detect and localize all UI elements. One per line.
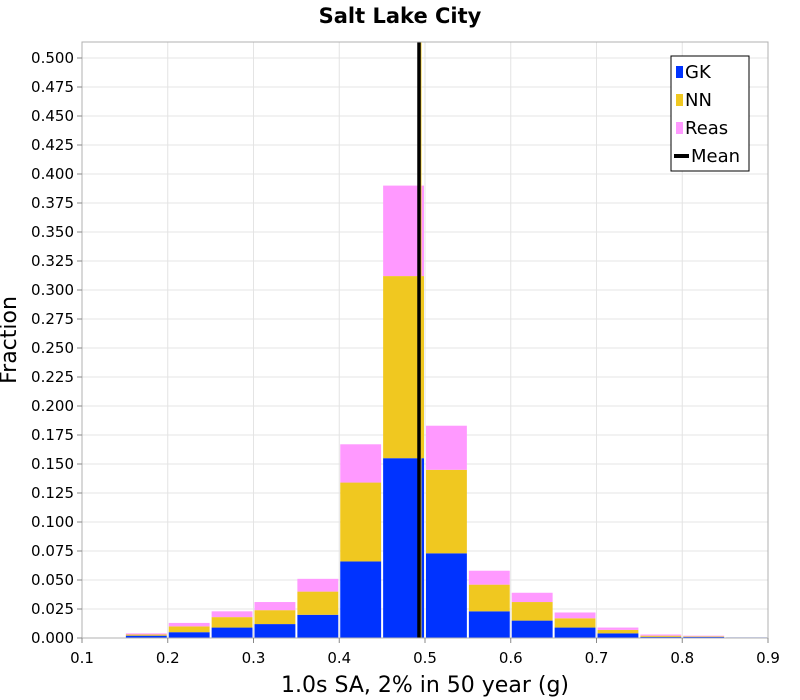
legend-label-reas: Reas xyxy=(685,118,728,139)
bar-reas-12 xyxy=(640,634,682,636)
bar-reas-4 xyxy=(297,578,339,592)
bar-gk-5 xyxy=(340,561,382,638)
bar-reas-9 xyxy=(511,592,553,603)
bar-gk-3 xyxy=(254,624,296,638)
y-tick-label: 0.350 xyxy=(31,223,74,241)
bar-gk-11 xyxy=(597,633,639,638)
y-tick-label: 0.050 xyxy=(31,571,74,589)
grid-lines xyxy=(81,42,769,639)
x-tick-label: 0.7 xyxy=(585,649,609,667)
plot-area xyxy=(81,41,769,639)
bar-nn-13 xyxy=(683,636,725,637)
y-axis-ticks: 0.000 0.025 0.050 0.075 0.100 0.125 0.150 0.175… xyxy=(31,49,82,647)
legend-swatch-gk xyxy=(676,66,683,78)
y-tick-label: 0.425 xyxy=(31,136,74,154)
legend: GK NN Reas Mean xyxy=(670,55,750,172)
y-axis-title: Fraction xyxy=(0,296,22,384)
x-axis-ticks: 0.1 0.2 0.3 0.4 0.5 0.6 0.7 0.8 0.9 xyxy=(70,638,780,667)
bar-gk-4 xyxy=(297,614,339,638)
bar-gk-10 xyxy=(554,627,596,638)
x-tick-label: 0.5 xyxy=(413,649,437,667)
bar-reas-7 xyxy=(426,425,467,470)
y-tick-label: 0.300 xyxy=(31,281,74,299)
bar-gk-12 xyxy=(640,636,682,638)
bar-nn-0 xyxy=(125,634,167,636)
y-tick-label: 0.025 xyxy=(31,600,74,618)
y-tick-label: 0.375 xyxy=(31,194,74,212)
bar-nn-6 xyxy=(383,276,424,459)
bar-reas-11 xyxy=(597,627,639,630)
y-tick-label: 0.450 xyxy=(31,107,74,125)
bar-nn-10 xyxy=(554,618,596,628)
bar-nn-3 xyxy=(254,610,296,625)
x-tick-label: 0.8 xyxy=(670,649,694,667)
bar-nn-12 xyxy=(640,635,682,637)
y-tick-label: 0.400 xyxy=(31,165,74,183)
legend-swatch-reas xyxy=(676,122,683,134)
bar-gk-0 xyxy=(125,635,167,638)
bar-reas-10 xyxy=(554,612,596,619)
bar-gk-2 xyxy=(211,627,253,638)
legend-label-gk: GK xyxy=(685,62,712,83)
chart-title: Salt Lake City xyxy=(319,4,482,28)
bars xyxy=(125,185,767,638)
y-tick-label: 0.000 xyxy=(31,629,74,647)
y-tick-label: 0.150 xyxy=(31,455,74,473)
bar-reas-2 xyxy=(211,611,253,618)
y-tick-label: 0.500 xyxy=(31,49,74,67)
bar-nn-8 xyxy=(468,584,510,612)
x-tick-label: 0.6 xyxy=(499,649,523,667)
bar-gk-13 xyxy=(683,636,725,638)
legend-label-mean: Mean xyxy=(691,146,740,167)
legend-box xyxy=(670,55,750,172)
y-tick-label: 0.175 xyxy=(31,426,74,444)
x-tick-label: 0.3 xyxy=(242,649,266,667)
y-tick-label: 0.075 xyxy=(31,542,74,560)
legend-label-nn: NN xyxy=(685,90,712,111)
bar-reas-8 xyxy=(468,570,510,585)
bar-nn-5 xyxy=(340,482,382,562)
bar-nn-4 xyxy=(297,591,339,615)
x-tick-label: 0.1 xyxy=(70,649,94,667)
mean-line-group xyxy=(417,42,422,638)
y-tick-label: 0.100 xyxy=(31,513,74,531)
y-tick-label: 0.475 xyxy=(31,78,74,96)
bar-gk-6 xyxy=(383,458,424,638)
bar-reas-5 xyxy=(340,444,382,483)
bar-reas-1 xyxy=(168,622,210,627)
bar-nn-2 xyxy=(211,617,253,628)
y-tick-label: 0.250 xyxy=(31,339,74,357)
bar-nn-9 xyxy=(511,602,553,621)
x-tick-label: 0.4 xyxy=(327,649,351,667)
bar-gk-9 xyxy=(511,620,553,638)
bar-gk-8 xyxy=(468,611,510,638)
bar-nn-11 xyxy=(597,629,639,634)
x-axis-title: 1.0s SA, 2% in 50 year (g) xyxy=(281,673,569,698)
y-tick-label: 0.225 xyxy=(31,368,74,386)
bar-reas-6 xyxy=(383,185,424,277)
bar-reas-3 xyxy=(254,602,296,611)
bar-reas-13 xyxy=(683,635,725,637)
bar-gk-7 xyxy=(426,553,467,638)
y-tick-label: 0.125 xyxy=(31,484,74,502)
y-tick-label: 0.275 xyxy=(31,310,74,328)
x-tick-label: 0.2 xyxy=(156,649,180,667)
x-tick-label: 0.9 xyxy=(756,649,780,667)
bar-gk-1 xyxy=(168,632,210,638)
y-tick-label: 0.325 xyxy=(31,252,74,270)
bar-nn-1 xyxy=(168,626,210,633)
legend-swatch-nn xyxy=(676,94,683,106)
bar-nn-7 xyxy=(426,469,467,554)
y-tick-label: 0.200 xyxy=(31,397,74,415)
bar-reas-0 xyxy=(125,633,167,635)
